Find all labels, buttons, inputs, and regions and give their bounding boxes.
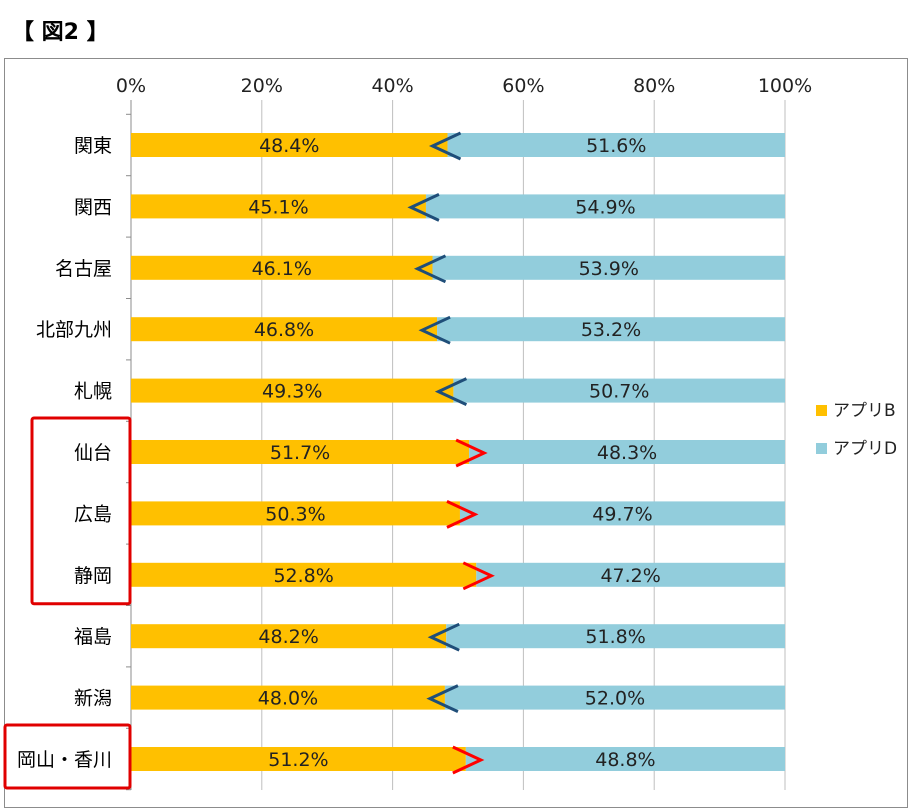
legend: アプリB アプリD [816,401,897,459]
data-label-app-b: 50.3% [265,503,325,525]
data-label-app-d: 49.7% [592,503,652,525]
data-label-app-b: 48.0% [258,688,318,710]
data-label-app-b: 51.7% [270,442,330,464]
comparison-markers [407,131,495,775]
less-than-marker [434,377,468,406]
bars: 48.4% 51.6% 45.1% 54.9% 46.1% 53.9% 46.8% 53.2%… [131,133,785,771]
less-than-marker [407,193,440,222]
data-label-app-b: 52.8% [273,565,333,587]
bar-app-b [131,440,470,464]
legend-swatch [816,405,827,416]
highlight-boxes [3,416,132,790]
data-label-app-b: 45.1% [248,196,308,218]
data-label-app-d: 48.8% [595,749,655,771]
bar-app-d [469,440,785,464]
x-tick-label: 80% [633,75,675,97]
less-than-marker [428,131,462,161]
category-label: 静岡 [74,565,112,587]
less-than-marker [418,315,451,345]
x-tick-labels: 0% 20% 40% 60% 80% 100% [116,75,812,97]
data-label-app-d: 51.8% [585,626,645,648]
bar-app-b [131,624,447,649]
bar-app-b [131,685,445,710]
less-than-marker [427,622,460,652]
bar-app-d [425,194,785,219]
category-label: 札幌 [74,381,112,403]
legend-label: アプリD [833,439,897,459]
data-label-app-b: 46.8% [254,319,314,341]
data-label-app-d: 47.2% [600,565,660,587]
data-label-app-b: 46.1% [252,258,312,280]
legend-label: アプリB [833,401,896,421]
category-label: 岡山・香川 [17,749,112,771]
x-tick-label: 100% [758,75,812,97]
category-label: 新潟 [74,688,112,710]
x-tick-label: 20% [241,75,283,97]
data-label-app-d: 51.6% [586,135,646,157]
category-label: 福島 [74,626,112,648]
chart-frame [4,58,908,808]
bar-app-d [459,501,785,526]
bar-app-d [447,133,785,157]
data-label-app-b: 48.2% [258,626,318,648]
x-tick-label: 60% [502,75,544,97]
data-label-app-b: 51.2% [268,749,328,771]
category-label: 広島 [74,503,112,525]
bar-app-b [131,562,477,587]
category-label: 関西 [74,196,112,218]
bar-app-d [446,624,785,649]
category-label: 関東 [74,135,112,157]
x-tick-label: 0% [116,75,146,97]
data-label-app-d: 48.3% [597,442,657,464]
data-label-app-d: 53.2% [581,319,641,341]
category-label: 名古屋 [55,258,112,280]
bar-app-b [131,378,454,403]
data-label-app-d: 53.9% [579,258,639,280]
data-label-app-b: 49.3% [262,381,322,403]
bar-app-d [437,317,785,342]
highlight-box [30,416,132,606]
legend-swatch [816,443,827,454]
bar-app-b [131,501,460,526]
less-than-marker [426,684,459,713]
x-tick-label: 40% [371,75,413,97]
greater-than-marker [452,745,485,775]
greater-than-marker [455,438,488,468]
bar-app-b [131,747,466,771]
category-label: 北部九州 [36,319,112,341]
less-than-marker [413,254,447,284]
greater-than-marker [446,500,479,529]
highlight-box [3,723,132,790]
bar-app-b [131,317,438,342]
data-label-app-d: 52.0% [585,688,645,710]
data-label-app-b: 48.4% [259,135,319,157]
category-label: 仙台 [74,442,112,464]
bar-app-b [131,255,433,280]
bar-app-d [444,685,785,710]
bar-app-b [131,194,426,219]
bar-app-b [131,133,448,157]
greater-than-marker [462,561,495,591]
figure-title: 【 図2 】 [12,20,109,45]
data-label-app-d: 50.7% [589,381,649,403]
data-label-app-d: 54.9% [575,196,635,218]
bar-app-d [453,378,785,403]
bar-app-d [432,255,785,280]
bar-app-d [465,747,785,771]
bar-app-d [476,562,785,587]
